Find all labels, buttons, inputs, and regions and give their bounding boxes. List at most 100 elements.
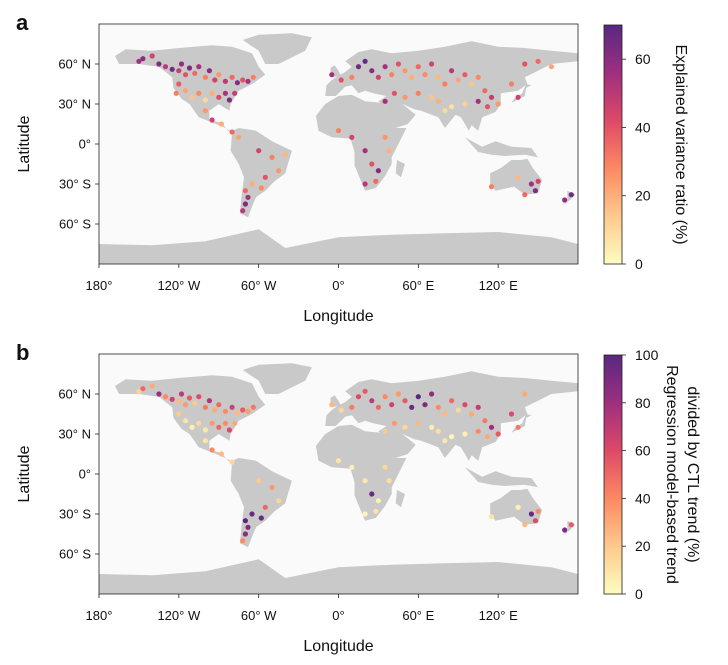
station-point [375,74,381,80]
colorbar-tick-label: 60 [635,51,651,67]
station-point [229,74,235,80]
station-point [495,101,501,107]
station-point [245,194,251,200]
station-point [349,404,355,410]
station-point [202,108,208,114]
station-point [449,68,455,74]
station-point [402,424,408,430]
x-tick-label: 0° [332,608,344,623]
station-point [482,418,488,424]
station-point [245,78,251,84]
colorbar-tick-label: 40 [635,490,651,506]
station-point [415,394,421,400]
colorbar-label-line1: Regression model-based trend [663,365,680,584]
station-point [236,134,242,140]
greenland-shape [242,33,312,64]
colorbar-tick-label: 20 [635,538,651,554]
station-point [402,94,408,100]
station-point [249,181,255,187]
x-tick-label: 60° E [402,608,434,623]
station-point [182,88,189,94]
station-point [189,94,195,100]
station-point [240,407,246,413]
station-point [484,434,491,440]
station-point [355,64,362,70]
colorbar-gradient [603,354,623,595]
station-points [136,53,574,214]
station-point [226,97,232,103]
station-point [475,428,481,434]
station-point [382,394,388,400]
station-point [508,81,515,87]
y-tick-label: 60° S [59,217,91,232]
station-point [402,68,408,74]
station-point [395,61,401,67]
station-point [382,64,388,70]
station-point [234,80,240,86]
station-point [212,77,218,83]
station-point [242,188,248,194]
station-point [535,58,541,64]
colorbar-tick-label: 40 [635,119,651,135]
station-point [186,395,193,401]
panel-letter: b [16,340,30,365]
station-point [386,148,392,154]
station-point [282,152,288,158]
station-point [349,134,355,140]
station-point [382,464,388,470]
station-point [229,404,235,410]
station-points [136,383,574,544]
station-point [369,398,375,404]
station-point [209,447,215,453]
station-point [488,184,495,190]
station-point [375,168,381,174]
arabia-shape [385,434,416,458]
station-point [209,90,215,96]
station-point [435,404,441,410]
north-america-shape [115,45,266,134]
station-point [462,101,468,107]
station-point [329,402,335,408]
station-point [522,61,528,67]
station-point [389,402,395,408]
y-tick-label: 0° [79,137,91,152]
station-point [216,424,222,430]
africa-shape [315,94,407,191]
station-point [362,478,368,484]
colorbar-label-line2: divided by CTL trend (%) [684,386,701,562]
madagascar-shape [395,490,405,508]
station-point [256,148,262,154]
station-point [429,424,435,430]
station-point [386,478,392,484]
station-point [178,391,185,397]
y-tick-label: 60° N [58,387,91,402]
station-point [258,515,264,521]
station-point [349,74,355,80]
station-point [429,61,435,67]
station-point [455,77,461,83]
station-point [515,94,521,100]
station-point [329,72,335,78]
station-point [212,407,218,413]
y-axis-label: Latitude [16,115,33,172]
x-axis-label: Longitude [303,308,373,325]
station-point [568,192,574,198]
station-point [515,504,521,510]
indonesia-shape [464,467,539,488]
station-point [229,459,235,465]
station-point [222,78,228,84]
x-tick-label: 120° E [479,278,519,293]
station-point [136,58,142,64]
station-point [455,407,461,413]
station-point [176,411,182,417]
y-tick-label: 60° N [58,57,91,72]
station-point [269,154,275,160]
station-point [136,388,142,394]
map-chart-a: Longitude Latitude 180° 120° W 60° W 0° … [16,23,689,325]
station-point [276,168,282,174]
station-point [522,192,528,198]
station-point [242,531,248,537]
station-point [349,464,355,470]
station-point [249,511,255,517]
station-point [528,511,535,517]
